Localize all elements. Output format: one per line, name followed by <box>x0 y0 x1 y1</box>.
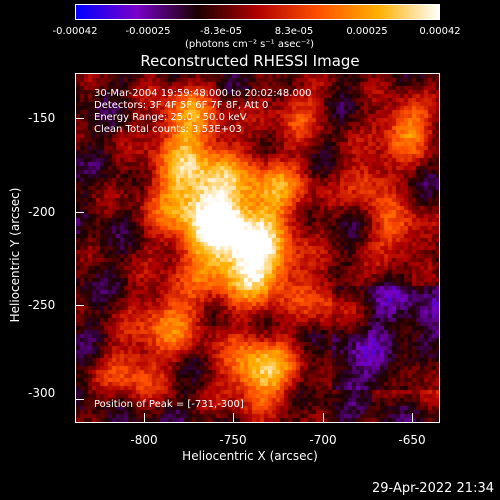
colorbar-tick-label: 0.00042 <box>419 26 461 37</box>
y-axis-label: Heliocentric Y (arcsec) <box>8 187 22 323</box>
overlay-clean-counts: Clean Total counts: 3.53E+03 <box>94 124 242 135</box>
y-tick-mark <box>75 118 84 119</box>
overlay-peak-position: Position of Peak = [-731,-300] <box>94 399 244 410</box>
y-tick-mark <box>75 399 84 400</box>
image-plot: 30-Mar-2004 19:59:48.000 to 20:02:48.000… <box>75 73 440 423</box>
x-tick-mark <box>323 413 324 422</box>
colorbar <box>75 4 440 20</box>
colorbar-tick-label: -0.00025 <box>125 26 171 37</box>
x-tick-label: -650 <box>398 433 426 447</box>
rhessi-image-heatmap <box>76 74 439 422</box>
x-tick-label: -800 <box>130 433 158 447</box>
colorbar-tick-label: -0.00042 <box>52 26 98 37</box>
y-tick-label: -300 <box>28 386 56 400</box>
x-axis-label: Heliocentric X (arcsec) <box>182 449 318 463</box>
y-tick-label: -150 <box>28 111 56 125</box>
overlay-detectors: Detectors: 3F 4F 5F 6F 7F 8F, Att 0 <box>94 100 269 111</box>
colorbar-units: (photons cm⁻² s⁻¹ asec⁻²) <box>185 39 315 50</box>
plot-title: Reconstructed RHESSI Image <box>140 52 360 70</box>
overlay-energy-range: Energy Range: 25.0 - 50.0 keV <box>94 112 247 123</box>
x-tick-mark <box>144 413 145 422</box>
colorbar-tick-label: 0.00025 <box>346 26 388 37</box>
y-tick-mark <box>75 305 84 306</box>
y-tick-label: -200 <box>28 205 56 219</box>
colorbar-tick-label: -8.3e-05 <box>200 26 242 37</box>
x-tick-mark <box>233 413 234 422</box>
x-tick-label: -700 <box>309 433 337 447</box>
x-tick-label: -750 <box>219 433 247 447</box>
colorbar-tick-label: 8.3e-05 <box>274 26 314 37</box>
overlay-time-range: 30-Mar-2004 19:59:48.000 to 20:02:48.000 <box>94 88 312 99</box>
render-timestamp: 29-Apr-2022 21:34 <box>372 481 494 496</box>
y-tick-mark <box>75 212 84 213</box>
y-tick-label: -250 <box>28 298 56 312</box>
x-tick-mark <box>412 413 413 422</box>
